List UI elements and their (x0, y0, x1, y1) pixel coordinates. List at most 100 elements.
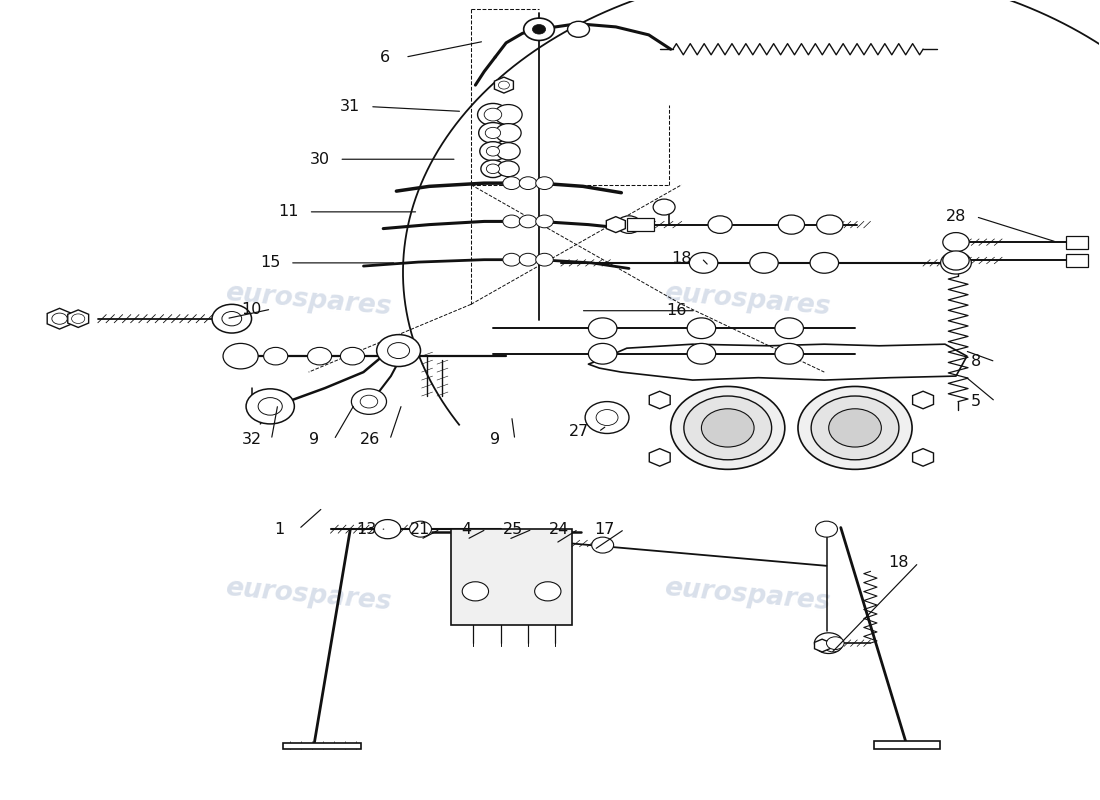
Text: eurospares: eurospares (224, 575, 393, 615)
Text: 27: 27 (569, 424, 589, 439)
Circle shape (943, 251, 969, 270)
Circle shape (671, 386, 784, 470)
Circle shape (815, 521, 837, 537)
Text: 28: 28 (946, 209, 966, 224)
Polygon shape (68, 310, 89, 327)
Circle shape (592, 537, 614, 553)
Circle shape (503, 215, 520, 228)
Polygon shape (649, 391, 670, 409)
Circle shape (702, 409, 755, 447)
Circle shape (750, 253, 778, 274)
Text: eurospares: eurospares (663, 280, 832, 321)
Bar (1066, 236, 1088, 249)
Text: 21: 21 (410, 522, 431, 537)
Circle shape (524, 18, 554, 41)
Circle shape (708, 216, 733, 234)
Circle shape (535, 582, 561, 601)
Circle shape (811, 396, 899, 460)
Text: eurospares: eurospares (663, 575, 832, 615)
Circle shape (264, 347, 288, 365)
Circle shape (409, 521, 431, 537)
Circle shape (940, 252, 971, 274)
Text: 15: 15 (260, 255, 280, 270)
Circle shape (52, 313, 67, 324)
Circle shape (596, 410, 618, 426)
Circle shape (480, 142, 506, 161)
Text: 10: 10 (241, 302, 262, 317)
Circle shape (816, 215, 843, 234)
Circle shape (814, 633, 843, 654)
Circle shape (688, 343, 716, 364)
Polygon shape (494, 77, 514, 93)
Circle shape (688, 318, 716, 338)
Circle shape (826, 637, 844, 650)
Circle shape (778, 215, 804, 234)
Circle shape (495, 124, 521, 142)
Text: 11: 11 (278, 204, 299, 219)
Circle shape (828, 409, 881, 447)
Circle shape (519, 254, 537, 266)
Circle shape (810, 253, 838, 274)
Polygon shape (451, 529, 572, 625)
Circle shape (374, 519, 400, 538)
Circle shape (246, 389, 295, 424)
Text: 31: 31 (340, 99, 361, 114)
Circle shape (485, 127, 501, 138)
Text: 9: 9 (491, 432, 501, 447)
Circle shape (503, 177, 520, 190)
Circle shape (486, 164, 499, 174)
Circle shape (532, 25, 546, 34)
Circle shape (519, 177, 537, 190)
Circle shape (588, 343, 617, 364)
Circle shape (481, 160, 505, 178)
Circle shape (72, 314, 85, 323)
Circle shape (258, 398, 283, 415)
Circle shape (376, 334, 420, 366)
Text: 8: 8 (970, 354, 981, 370)
Circle shape (684, 396, 771, 460)
Polygon shape (649, 449, 670, 466)
Circle shape (351, 389, 386, 414)
Text: 4: 4 (462, 522, 472, 537)
Text: 18: 18 (889, 555, 910, 570)
Text: 32: 32 (242, 432, 262, 447)
Text: eurospares: eurospares (224, 280, 393, 321)
Text: 30: 30 (309, 152, 330, 166)
Circle shape (478, 122, 507, 143)
Circle shape (496, 142, 520, 160)
Circle shape (536, 177, 553, 190)
Text: 25: 25 (503, 522, 522, 537)
Circle shape (774, 343, 803, 364)
Circle shape (387, 342, 409, 358)
Circle shape (536, 254, 553, 266)
Text: 6: 6 (381, 50, 390, 65)
Text: 24: 24 (549, 522, 569, 537)
Polygon shape (814, 639, 829, 652)
Text: 1: 1 (274, 522, 284, 537)
Polygon shape (284, 743, 361, 749)
Circle shape (519, 215, 537, 228)
Circle shape (653, 199, 675, 215)
Text: 17: 17 (595, 522, 615, 537)
Circle shape (943, 233, 969, 252)
Polygon shape (606, 217, 625, 233)
Polygon shape (913, 391, 934, 409)
Bar (1066, 254, 1088, 267)
Circle shape (585, 402, 629, 434)
Text: 5: 5 (970, 394, 981, 409)
Text: 26: 26 (360, 432, 381, 447)
Circle shape (568, 22, 590, 38)
Circle shape (340, 347, 364, 365)
Polygon shape (873, 742, 939, 749)
Text: 9: 9 (309, 432, 319, 447)
Text: 16: 16 (666, 303, 686, 318)
Circle shape (360, 395, 377, 408)
Circle shape (798, 386, 912, 470)
Polygon shape (913, 449, 934, 466)
Text: 18: 18 (671, 250, 692, 266)
Circle shape (617, 216, 641, 234)
Polygon shape (47, 308, 72, 329)
Circle shape (503, 254, 520, 266)
Circle shape (536, 215, 553, 228)
Text: 13: 13 (356, 522, 377, 537)
